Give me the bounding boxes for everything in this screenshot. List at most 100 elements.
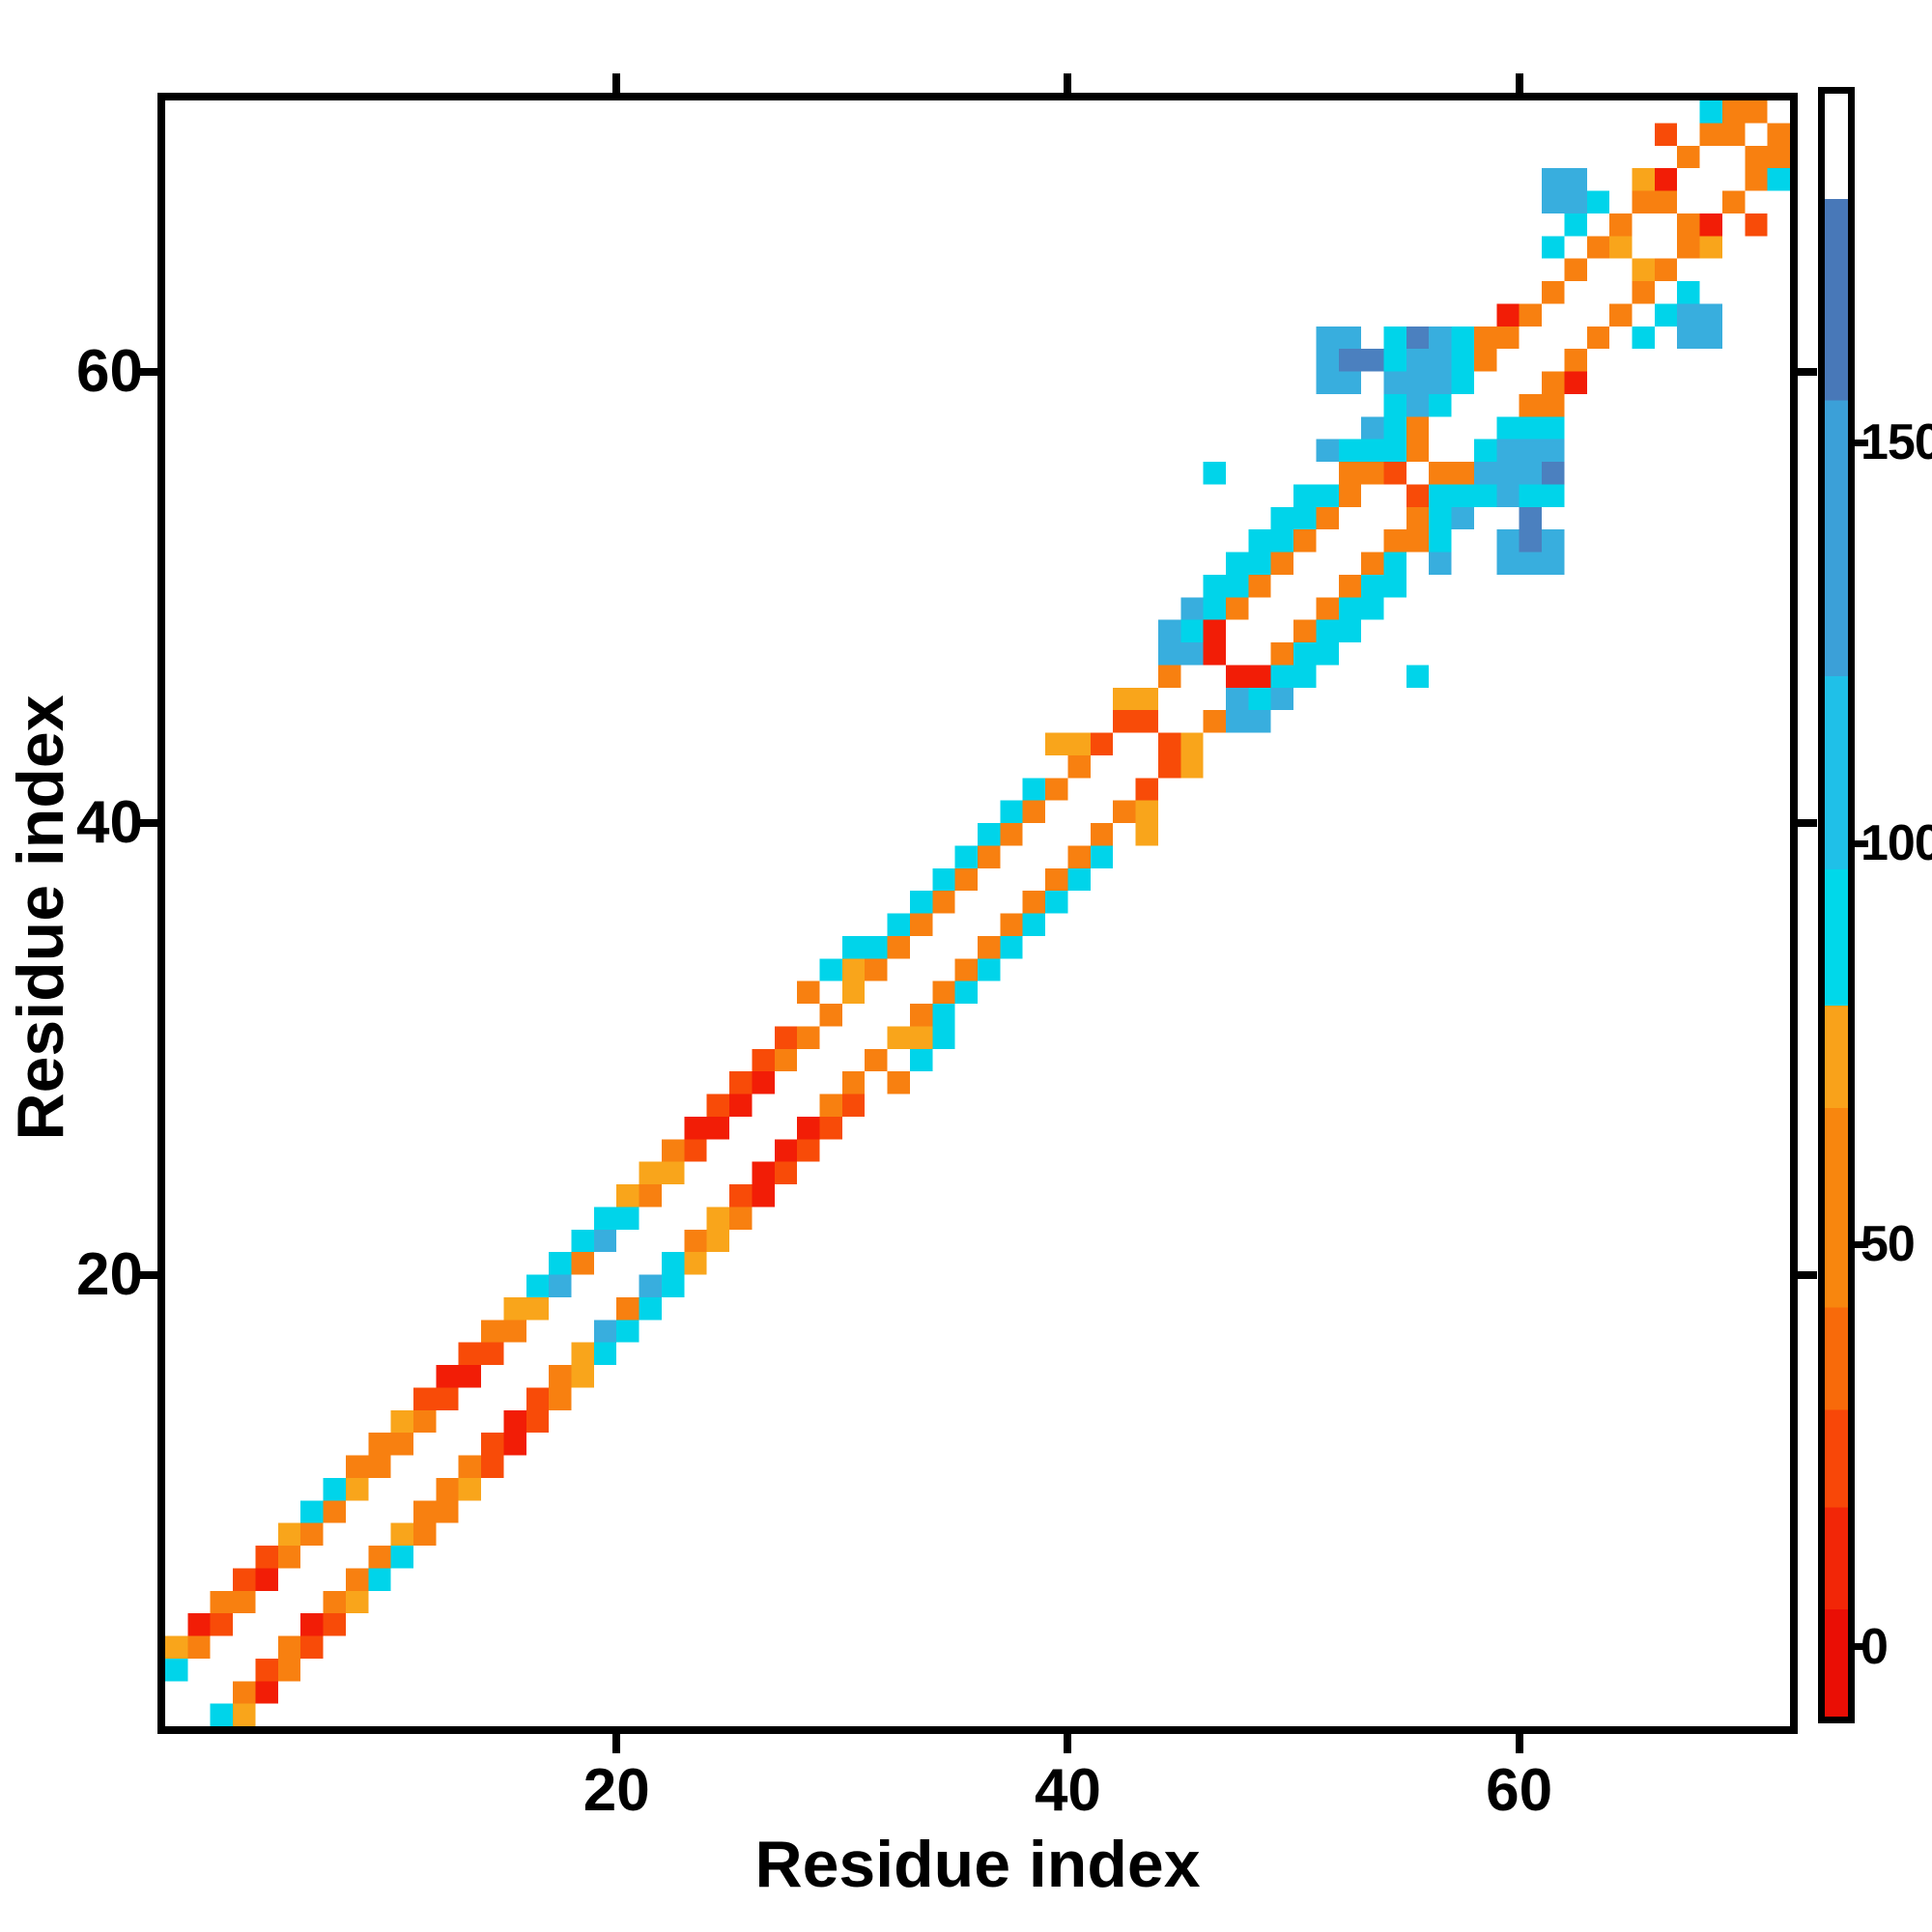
contact-cell — [932, 867, 955, 892]
contact-cell — [1225, 574, 1249, 598]
contact-cell — [1293, 484, 1317, 507]
contact-cell — [1383, 349, 1406, 372]
contact-cell — [1338, 574, 1362, 598]
contact-cell — [1270, 687, 1294, 711]
contact-cell — [1383, 462, 1406, 485]
contact-cell — [639, 1161, 662, 1184]
contact-cell — [1564, 349, 1587, 372]
contact-cell — [390, 1409, 413, 1434]
contact-cell — [1383, 371, 1406, 394]
contact-cell — [436, 1387, 459, 1410]
contact-cell — [1361, 349, 1384, 372]
contact-cell — [458, 1455, 482, 1478]
contact-cell — [1203, 642, 1226, 666]
contact-cell — [819, 958, 842, 981]
x-tick-label: 20 — [582, 1757, 650, 1824]
contact-cell — [233, 1703, 256, 1726]
contact-cell — [412, 1387, 437, 1410]
contact-cell — [458, 1365, 482, 1388]
contact-cell — [1157, 619, 1181, 642]
x-tick-label: 60 — [1486, 1757, 1553, 1824]
contact-cell — [661, 1274, 685, 1297]
contact-cell — [1429, 552, 1452, 575]
contact-cell — [1383, 529, 1406, 553]
contact-cell — [526, 1296, 550, 1321]
contact-cell — [1542, 168, 1565, 191]
contact-cell — [503, 1320, 526, 1343]
contact-cell — [616, 1296, 639, 1321]
contact-cell — [165, 1635, 188, 1659]
contact-cell — [1022, 913, 1046, 936]
contact-cell — [1045, 867, 1068, 892]
contact-cell — [954, 958, 978, 981]
contact-cell — [1157, 665, 1181, 688]
contact-cell — [1586, 190, 1610, 213]
contact-cell — [323, 1477, 346, 1501]
contact-cell — [841, 958, 866, 981]
contact-cell — [323, 1613, 346, 1636]
contact-cell — [300, 1522, 324, 1546]
y-tick-label: 60 — [76, 337, 143, 405]
contact-cell — [1542, 462, 1565, 485]
contact-cell — [1721, 190, 1746, 213]
contact-cell — [549, 1365, 572, 1388]
x-tick-top — [612, 73, 621, 93]
contact-cell — [1473, 326, 1497, 350]
contact-cell — [1361, 416, 1384, 440]
contact-cell — [932, 1004, 955, 1027]
contact-cell — [1473, 439, 1497, 462]
contact-cell — [412, 1500, 437, 1523]
contact-cell — [954, 867, 978, 892]
contact-cell — [1496, 303, 1520, 327]
contact-cell — [887, 913, 910, 936]
contact-cell — [1473, 484, 1497, 507]
contact-cell — [1045, 778, 1068, 801]
contact-cell — [1542, 484, 1565, 507]
contact-cell — [368, 1568, 391, 1591]
contact-cell — [706, 1207, 730, 1230]
contact-cell — [390, 1522, 413, 1546]
contact-cell — [1113, 710, 1136, 733]
contact-cell — [978, 935, 1001, 959]
contact-cell — [909, 913, 933, 936]
contact-cell — [1406, 393, 1430, 417]
contact-cell — [277, 1635, 301, 1659]
contact-cell — [1157, 642, 1181, 666]
contact-cell — [1135, 823, 1158, 846]
contact-cell — [887, 935, 910, 959]
contact-cell — [1157, 754, 1181, 779]
contact-cell — [503, 1433, 526, 1456]
contact-cell — [1316, 597, 1339, 620]
contact-cell — [932, 980, 955, 1004]
contact-cell — [1225, 687, 1249, 711]
contact-cell — [1000, 913, 1023, 936]
contact-cell — [909, 1004, 933, 1027]
contact-cell — [1654, 190, 1678, 213]
contact-cell — [571, 1342, 594, 1365]
contact-cell — [1564, 213, 1587, 237]
contact-cell — [1000, 800, 1023, 823]
contact-cell — [1451, 349, 1474, 372]
contact-cell — [1542, 393, 1565, 417]
contact-cell — [1180, 597, 1204, 620]
contact-cell — [1519, 439, 1543, 462]
contact-cell — [1632, 258, 1655, 281]
contact-cell — [549, 1387, 572, 1410]
contact-cell — [1090, 732, 1114, 755]
contact-cell — [887, 1026, 910, 1049]
contact-cell — [1157, 732, 1181, 755]
contact-cell — [774, 1048, 798, 1072]
contact-cell — [1203, 619, 1226, 642]
contact-cell — [1383, 574, 1406, 598]
contact-cell — [1383, 393, 1406, 417]
contact-cell — [1632, 168, 1655, 191]
contact-cell — [865, 1048, 888, 1072]
contact-cell — [1406, 349, 1430, 372]
contact-cell — [323, 1500, 346, 1523]
contact-cell — [593, 1207, 617, 1230]
y-tick-label: 20 — [76, 1240, 143, 1308]
contact-cell — [1745, 145, 1768, 169]
contact-cell — [752, 1048, 775, 1072]
contact-cell — [187, 1613, 211, 1636]
contact-cell — [1745, 168, 1768, 191]
